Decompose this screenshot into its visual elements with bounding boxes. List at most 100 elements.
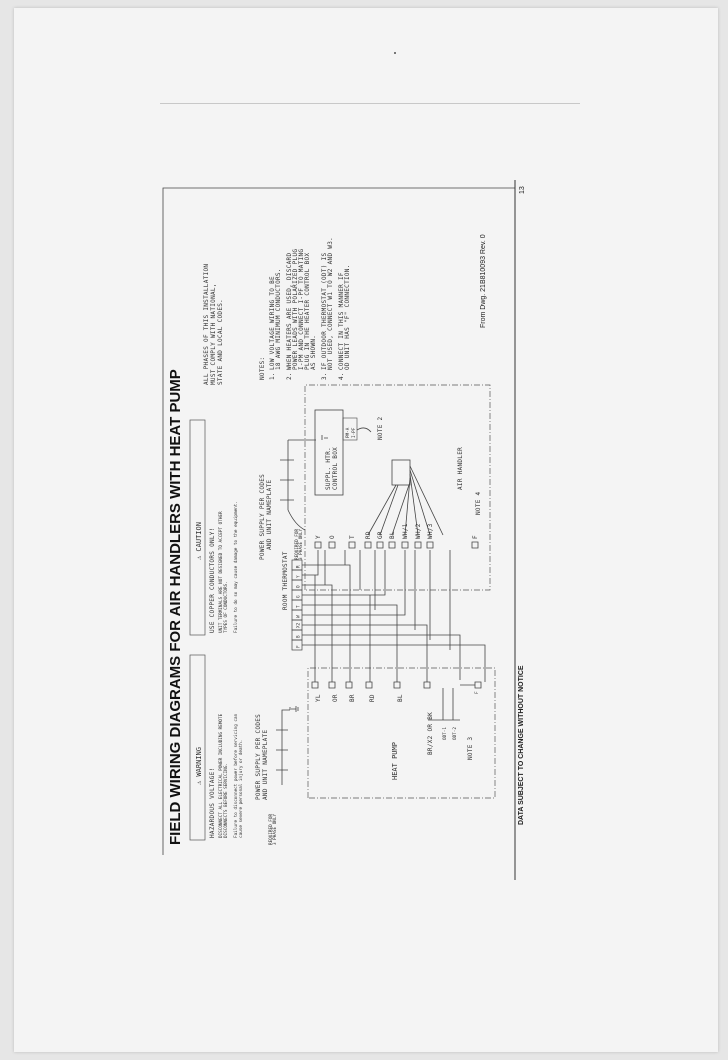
- note-number: 2.: [286, 372, 293, 380]
- warning-line: cause severe personal injury or death.: [238, 740, 244, 838]
- notes: NOTES: 1. LOW VOLTAGE WIRING TO BE 18 AW…: [259, 237, 351, 380]
- air-handler-terminal-wh-3: WH/3: [427, 523, 434, 539]
- caution-box: ⚠ CAUTION USE COPPER CONDUCTORS ONLY! UN…: [189, 419, 239, 636]
- compliance-line: STATE AND LOCAL CODES.: [217, 299, 224, 385]
- air-handler-connector: [364, 541, 372, 549]
- heater-leads: [367, 465, 444, 536]
- page-rule: [160, 103, 580, 104]
- note-line: I-PM AND CONNECT I-PF TO MATING: [298, 249, 305, 370]
- note-line: 18 AWG MINIMUM CONDUCTORS.: [275, 268, 282, 370]
- thermostat-terminal-t: T: [296, 605, 302, 608]
- note-line: CONNECT IN THIS MANNER IF: [338, 272, 345, 370]
- note-number: 1.: [269, 372, 276, 380]
- terminal-rd: RD: [369, 694, 376, 702]
- air-handler-terminals: Y O T RD GR BL WH/1 WH/2 WH/3 F: [314, 523, 479, 549]
- air-handler-section: REQUIRED FOR 3 PHASE ONLY POWER SUPPLY P…: [259, 384, 491, 591]
- air-handler-connector: [426, 541, 434, 549]
- caution-line: TYPES OF CONDUCTORS.: [223, 581, 229, 633]
- drawing-reference: From Dwg. 21B810093 Rev. 0: [480, 234, 487, 328]
- air-handler-terminal-gr: GR: [377, 531, 384, 539]
- thermostat-terminal-x2: X2: [296, 622, 302, 628]
- note-number: 3.: [321, 372, 328, 380]
- field-wires: [302, 550, 486, 682]
- thermostat-terminal-o: O: [296, 585, 302, 588]
- heater-connector: [391, 459, 411, 486]
- odt-wiring: [428, 684, 475, 721]
- warning-line: Failure to disconnect power before servi…: [233, 713, 239, 838]
- thermostat-terminal-b: B: [296, 635, 302, 638]
- note-line: PLUG IN THE HEATER CONTROL BOX: [304, 253, 311, 370]
- air-handler-connector: [376, 541, 384, 549]
- power-supply-label: POWER SUPPLY PER CODES: [255, 714, 262, 800]
- terminal-f: F: [474, 691, 480, 694]
- terminal-bl: BL: [397, 694, 404, 702]
- note-line: OD UNIT HAS "F" CONNECTION.: [344, 264, 351, 370]
- air-handler-connector: [328, 541, 336, 549]
- air-handler-terminal-t: T: [349, 535, 356, 539]
- control-box-label: CONTROL BOX: [332, 447, 339, 490]
- note-line: IF OUTDOOR THERMOSTAT (ODT) IS: [321, 253, 328, 370]
- warning-line: DISCONNECT ALL ELECTRICAL POWER INCLUDIN…: [218, 713, 224, 838]
- air-handler-terminal-bl: BL: [389, 531, 396, 539]
- note-4-label: NOTE 4: [475, 491, 482, 515]
- power-supply-label: AND UNIT NAMEPLATE: [262, 729, 269, 800]
- air-handler-connector: [388, 541, 396, 549]
- air-handler-terminal-rd: RD: [365, 531, 372, 539]
- odt-1-label: ODT-1: [442, 727, 448, 740]
- note-line: AS SHOWN.: [310, 335, 317, 370]
- caution-line: UNIT TERMINALS ARE NOT DESIGNED TO ACCEP…: [218, 511, 224, 633]
- warning-line: DISCONNECTS BEFORE SERVICING.: [223, 763, 229, 838]
- power-supply-label: POWER SUPPLY PER CODES: [259, 474, 266, 560]
- thermostat-label: ROOM THERMOSTAT: [282, 551, 289, 610]
- terminal-br: BR: [349, 694, 356, 702]
- note-line: LOW VOLTAGE WIRING TO BE: [269, 276, 276, 370]
- note-line: NOT USED, CONNECT W1 TO W2 AND W3.: [327, 237, 334, 370]
- thermostat-terminal-g: G: [296, 595, 302, 598]
- air-handler-connector: [471, 541, 479, 549]
- scanned-page: [14, 8, 718, 1052]
- footer-notice: DATA SUBJECT TO CHANGE WITHOUT NOTICE: [518, 665, 525, 825]
- wiring-diagram-sheet: FIELD WIRING DIAGRAMS FOR AIR HANDLERS W…: [162, 180, 526, 880]
- disconnect-symbol: [276, 706, 299, 785]
- terminal-br-x2-bk: BR/X2 OR BK: [427, 712, 434, 755]
- note-number: 4.: [338, 372, 345, 380]
- air-handler-label: AIR HANDLER: [457, 447, 464, 490]
- required-3phase-label: REQUIRED FOR: [268, 814, 274, 845]
- plug-pm-a: PM-A: [345, 427, 351, 438]
- note-3-label: NOTE 3: [467, 736, 474, 760]
- heat-pump-section: REQUIRED FOR 3 PHASE ONLY POWER SUPPLY P…: [255, 667, 496, 845]
- air-handler-terminal-f: F: [472, 535, 479, 539]
- required-3phase-label: REQUIRED FOR: [294, 529, 300, 560]
- page-number: 13: [519, 186, 526, 194]
- room-thermostat: ROOM THERMOSTAT F B X2 W T G O Y R: [282, 551, 303, 651]
- required-3phase-label: 3 PHASE ONLY: [298, 529, 304, 560]
- heat-pump-label: HEAT PUMP: [391, 742, 399, 780]
- control-box-label: SUPPL. HTR.: [325, 447, 332, 490]
- odt-2-label: ODT-2: [452, 727, 458, 740]
- heat-pump-box: [307, 667, 496, 799]
- plug-box: [342, 417, 358, 441]
- heater-control-box: [314, 409, 344, 496]
- caution-line: USE COPPER CONDUCTORS ONLY!: [209, 527, 216, 633]
- note-line: POWER LEADS WITH POLARIZED PLUG: [292, 249, 299, 370]
- thermostat-terminal-y: Y: [296, 575, 302, 578]
- air-handler-connector: [348, 541, 356, 549]
- thermostat-terminal-r: R: [296, 565, 302, 568]
- air-handler-terminal-wh-1: WH/1: [402, 523, 409, 539]
- air-handler-terminal-y: Y: [315, 535, 322, 539]
- air-handler-box: [304, 384, 491, 591]
- air-handler-terminal-wh-2: WH/2: [415, 523, 422, 539]
- thermostat-terminal-f: F: [296, 645, 302, 648]
- thermostat-terminal-strip: F B X2 W T G O Y R: [291, 559, 303, 651]
- disconnect-symbol: [280, 435, 328, 531]
- caution-label: ⚠ CAUTION: [195, 522, 203, 560]
- note-2-label: NOTE 2: [377, 416, 384, 440]
- warning-box: ⚠ WARNING HAZARDOUS VOLTAGE! DISCONNECT …: [189, 654, 244, 841]
- air-handler-terminal-o: O: [329, 535, 336, 539]
- power-supply-label: AND UNIT NAMEPLATE: [266, 479, 273, 550]
- thermostat-terminal-w: W: [296, 615, 302, 618]
- scan-speck: [394, 52, 396, 54]
- warning-line: HAZARDOUS VOLTAGE!: [209, 768, 216, 838]
- caution-line: Failure to do so may cause damage to the…: [233, 501, 239, 633]
- required-3phase-label: 3 PHASE ONLY: [272, 814, 278, 845]
